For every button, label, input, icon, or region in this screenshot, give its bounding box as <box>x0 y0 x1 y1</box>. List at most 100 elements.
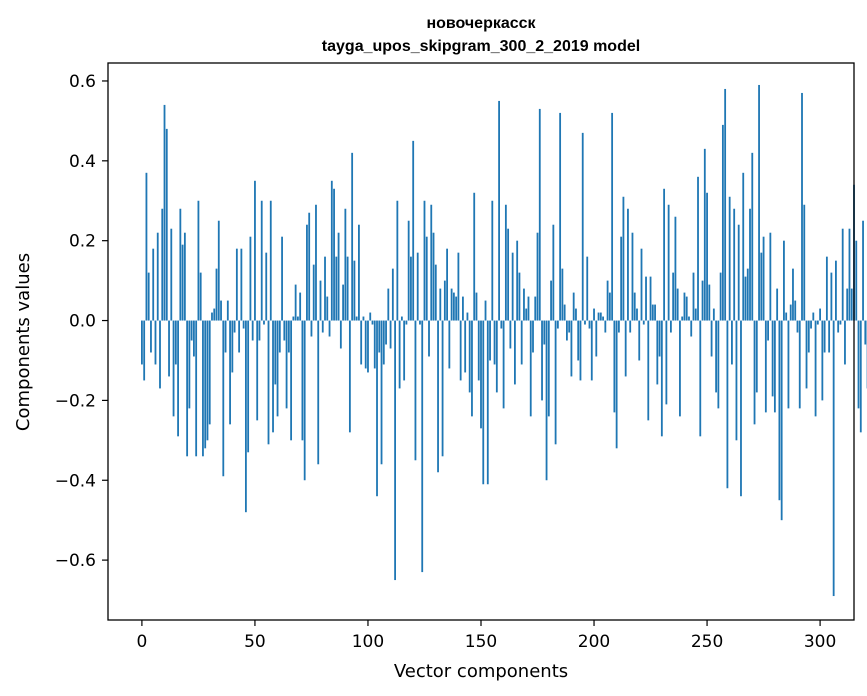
bar-25 <box>197 200 200 321</box>
bar-217 <box>631 232 634 321</box>
bar-285 <box>785 312 788 321</box>
bar-101 <box>369 312 372 321</box>
x-axis-label: Vector components <box>394 661 568 682</box>
bar-50 <box>254 180 256 321</box>
bar-57 <box>269 200 272 321</box>
bar-181 <box>550 280 552 321</box>
bar-142 <box>462 296 464 321</box>
bar-309 <box>839 320 842 325</box>
bar-238 <box>679 320 681 417</box>
bar-20 <box>186 320 189 457</box>
bar-268 <box>746 268 749 321</box>
bar-69 <box>296 316 299 321</box>
bar-147 <box>473 192 476 321</box>
bar-118 <box>407 220 410 321</box>
bar-113 <box>396 200 399 321</box>
bar-72 <box>303 320 306 481</box>
bar-160 <box>502 320 505 409</box>
bar-201 <box>595 320 598 357</box>
bar-237 <box>676 288 679 321</box>
bar-254 <box>715 320 718 393</box>
bar-22 <box>190 320 193 341</box>
bar-58 <box>272 320 274 433</box>
bar-68 <box>294 284 297 321</box>
bar-156 <box>493 320 496 365</box>
bar-24 <box>195 320 198 457</box>
bar-137 <box>450 288 453 321</box>
bar-308 <box>837 320 840 333</box>
bar-262 <box>733 208 736 321</box>
bar-205 <box>604 320 607 333</box>
bar-18 <box>181 244 184 321</box>
bar-164 <box>511 252 514 321</box>
bar-259 <box>726 320 729 489</box>
y-tick-label: 0.6 <box>69 72 96 92</box>
bar-246 <box>697 176 699 321</box>
bar-129 <box>432 232 435 321</box>
bar-265 <box>740 320 742 497</box>
bar-178 <box>543 320 546 345</box>
x-tick-label: 200 <box>578 632 610 652</box>
bar-310 <box>841 228 844 321</box>
bar-165 <box>514 320 516 385</box>
bar-85 <box>333 188 335 321</box>
bar-270 <box>751 152 754 321</box>
bar-158 <box>498 100 500 321</box>
bar-227 <box>654 304 656 321</box>
bar-319 <box>862 220 864 321</box>
bar-243 <box>690 320 693 337</box>
bar-55 <box>265 252 268 321</box>
bar-128 <box>430 204 433 321</box>
bar-106 <box>380 320 383 465</box>
bar-43 <box>238 320 241 353</box>
bar-119 <box>410 256 412 321</box>
bar-220 <box>638 320 641 361</box>
bar-78 <box>317 320 320 465</box>
bar-0 <box>141 320 143 365</box>
bar-266 <box>742 172 745 321</box>
bar-29 <box>206 320 209 441</box>
bar-136 <box>448 320 451 369</box>
bar-303 <box>825 256 828 321</box>
bar-70 <box>299 292 302 321</box>
bar-182 <box>552 224 555 321</box>
bar-174 <box>534 296 537 321</box>
bar-2 <box>145 172 148 321</box>
bar-289 <box>794 300 797 321</box>
bar-117 <box>405 320 408 325</box>
bar-34 <box>217 220 220 321</box>
bar-235 <box>672 272 675 321</box>
bar-212 <box>620 236 623 321</box>
y-axis-label: Components values <box>13 253 34 431</box>
bar-1 <box>143 320 146 381</box>
bar-45 <box>242 320 245 329</box>
bar-271 <box>753 320 756 425</box>
bar-59 <box>274 320 277 385</box>
bar-216 <box>629 320 632 333</box>
bar-16 <box>177 320 179 437</box>
bar-49 <box>251 320 254 341</box>
bar-200 <box>593 308 595 321</box>
bar-98 <box>362 316 365 321</box>
bar-187 <box>563 304 566 321</box>
bar-299 <box>816 320 819 325</box>
bar-3 <box>147 272 150 321</box>
bar-87 <box>337 232 340 321</box>
bar-26 <box>199 272 202 321</box>
bar-149 <box>477 320 480 381</box>
y-tick-label: 0.4 <box>69 152 96 172</box>
bar-240 <box>683 292 686 321</box>
bar-157 <box>495 320 498 393</box>
bar-190 <box>570 320 573 377</box>
bar-312 <box>846 288 849 321</box>
bar-287 <box>789 304 792 321</box>
bar-168 <box>520 320 523 365</box>
bar-300 <box>819 308 821 321</box>
bar-131 <box>437 320 439 473</box>
bar-218 <box>633 292 636 321</box>
bar-65 <box>287 320 290 353</box>
bar-191 <box>572 292 575 321</box>
bar-140 <box>457 252 460 321</box>
bar-307 <box>835 260 837 321</box>
bar-314 <box>850 288 853 321</box>
